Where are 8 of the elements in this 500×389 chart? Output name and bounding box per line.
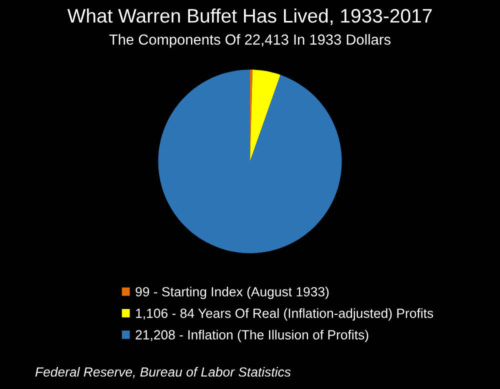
pie-slice: [158, 70, 342, 254]
pie-slice: [250, 70, 280, 162]
chart-title: What Warren Buffet Has Lived, 1933-2017: [67, 8, 432, 26]
legend-label: 99 - Starting Index (August 1933): [136, 286, 329, 300]
text: Federal Reserve, Bureau of Labor Statistics: [35, 366, 291, 378]
legend-label: 21,208 - Inflation (The Illusion of Profits): [136, 330, 368, 342]
chart-subtitle: The Components Of 22,413 In 1933 Dollars: [109, 34, 391, 48]
legend-label: 1,106 - 84 Years Of Real (Inflation-adjusted) Profits: [136, 308, 434, 321]
